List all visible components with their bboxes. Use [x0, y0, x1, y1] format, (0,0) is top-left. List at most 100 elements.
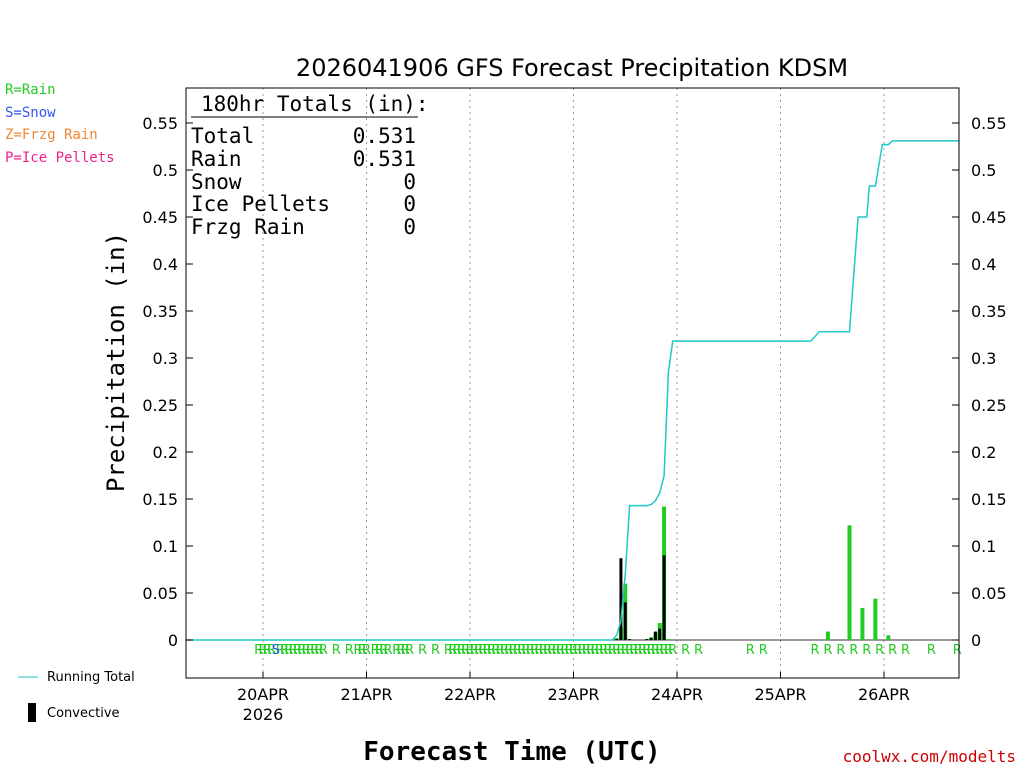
convective-legend-swatch [28, 703, 36, 722]
rain-marker: R [491, 643, 500, 658]
rain-marker: R [375, 643, 384, 658]
rain-marker: R [319, 643, 328, 658]
rain-marker: R [927, 643, 936, 658]
y-tick-label-left: 0.5 [153, 161, 178, 180]
rain-marker: R [629, 643, 638, 658]
rain-marker: R [547, 643, 556, 658]
rain-marker: R [258, 643, 267, 658]
rain-marker: R [668, 643, 677, 658]
rain-marker: R [310, 643, 319, 658]
rain-marker: R [586, 643, 595, 658]
y-tick-label-right: 0.15 [971, 490, 1007, 509]
rain-marker: R [457, 643, 466, 658]
rain-marker: R [526, 643, 535, 658]
rain-marker: R [759, 643, 768, 658]
rain-bar [666, 639, 671, 641]
legend-rain: R=Rain [5, 82, 56, 98]
rain-marker: R [681, 643, 690, 658]
running-total-line-group [186, 140, 959, 641]
rain-marker: R [862, 643, 871, 658]
legend-running-total: Running Total [47, 670, 135, 685]
rain-marker: R [461, 643, 470, 658]
x-tick-label: 26APR [858, 685, 910, 704]
rain-marker: R [470, 643, 479, 658]
totals-snow-value: 0 [403, 170, 416, 194]
y-tick-label-right: 0.25 [971, 396, 1007, 415]
rain-marker: R [444, 643, 453, 658]
rain-marker: R [418, 643, 427, 658]
rain-marker: R [453, 643, 462, 658]
rain-marker: R [522, 643, 531, 658]
rain-marker: R [263, 643, 272, 658]
y-tick-label-left: 0.25 [142, 396, 178, 415]
convective-bar [619, 558, 623, 640]
convective-bar [658, 628, 662, 640]
rain-marker: R [599, 643, 608, 658]
y-tick-label-right: 0.45 [971, 208, 1007, 227]
y-tick-label-left: 0.15 [142, 490, 178, 509]
rain-marker: R [392, 643, 401, 658]
convective-bar [628, 639, 632, 641]
rain-marker: R [504, 643, 513, 658]
watermark: coolwx.com/modelts [842, 747, 1016, 766]
y-tick-label-left: 0.35 [142, 302, 178, 321]
totals-snow-label: Snow [191, 170, 242, 194]
rain-marker: R [642, 643, 651, 658]
totals-header: 180hr Totals (in): [201, 92, 429, 116]
rain-marker: R [836, 643, 845, 658]
rain-marker: R [875, 643, 884, 658]
rain-marker: R [509, 643, 518, 658]
rain-bar [847, 525, 852, 640]
y-tick-label-right: 0 [971, 631, 981, 650]
y-tick-label-right: 0.2 [971, 443, 996, 462]
rain-marker: R [362, 643, 371, 658]
rain-marker: R [276, 643, 285, 658]
legend-snow: S=Snow [5, 105, 56, 121]
bars [614, 506, 891, 641]
x-tick-label: 21APR [340, 685, 392, 704]
legend-convective: Convective [47, 706, 120, 721]
totals-frzgrain-label: Frzg Rain [191, 215, 305, 239]
totals-icepellets-label: Ice Pellets [191, 192, 330, 216]
rain-marker: R [560, 643, 569, 658]
legend-frzg-rain: Z=Frzg Rain [5, 127, 98, 143]
rain-marker: R [496, 643, 505, 658]
rain-marker: R [573, 643, 582, 658]
rain-marker: R [582, 643, 591, 658]
totals-annotation: 180hr Totals (in): Total 0.531 Rain 0.53… [191, 92, 429, 239]
plot-frame [185, 87, 960, 679]
rain-marker: R [379, 643, 388, 658]
rain-marker: R [500, 643, 509, 658]
totals-rain-label: Rain [191, 147, 242, 171]
rain-marker: R [664, 643, 673, 658]
rain-marker: R [552, 643, 561, 658]
grid-lines [186, 88, 959, 678]
rain-marker: R [849, 643, 858, 658]
rain-marker: R [483, 643, 492, 658]
rain-marker: R [396, 643, 405, 658]
y-tick-label-right: 0.1 [971, 537, 996, 556]
rain-marker: R [306, 643, 315, 658]
convective-bar [615, 639, 619, 641]
rain-marker: R [465, 643, 474, 658]
snow-marker: S [272, 643, 280, 658]
rain-bar [860, 608, 865, 640]
rain-marker: R [591, 643, 600, 658]
chart-title: 2026041906 GFS Forecast Precipitation KD… [296, 54, 848, 82]
rain-marker: R [513, 643, 522, 658]
totals-icepellets-value: 0 [403, 192, 416, 216]
totals-rain-value: 0.531 [353, 147, 416, 171]
convective-bar [623, 602, 627, 640]
rain-marker: R [517, 643, 526, 658]
legend-ice-pellets: P=Ice Pellets [5, 150, 115, 166]
totals-total-value: 0.531 [353, 124, 416, 148]
rain-marker: R [823, 643, 832, 658]
rain-marker: R [621, 643, 630, 658]
running-total-line [186, 140, 959, 641]
totals-frzgrain-value: 0 [403, 215, 416, 239]
x-tick-label: 22APR [444, 685, 496, 704]
y-tick-label-left: 0.45 [142, 208, 178, 227]
rain-marker: R [401, 643, 410, 658]
